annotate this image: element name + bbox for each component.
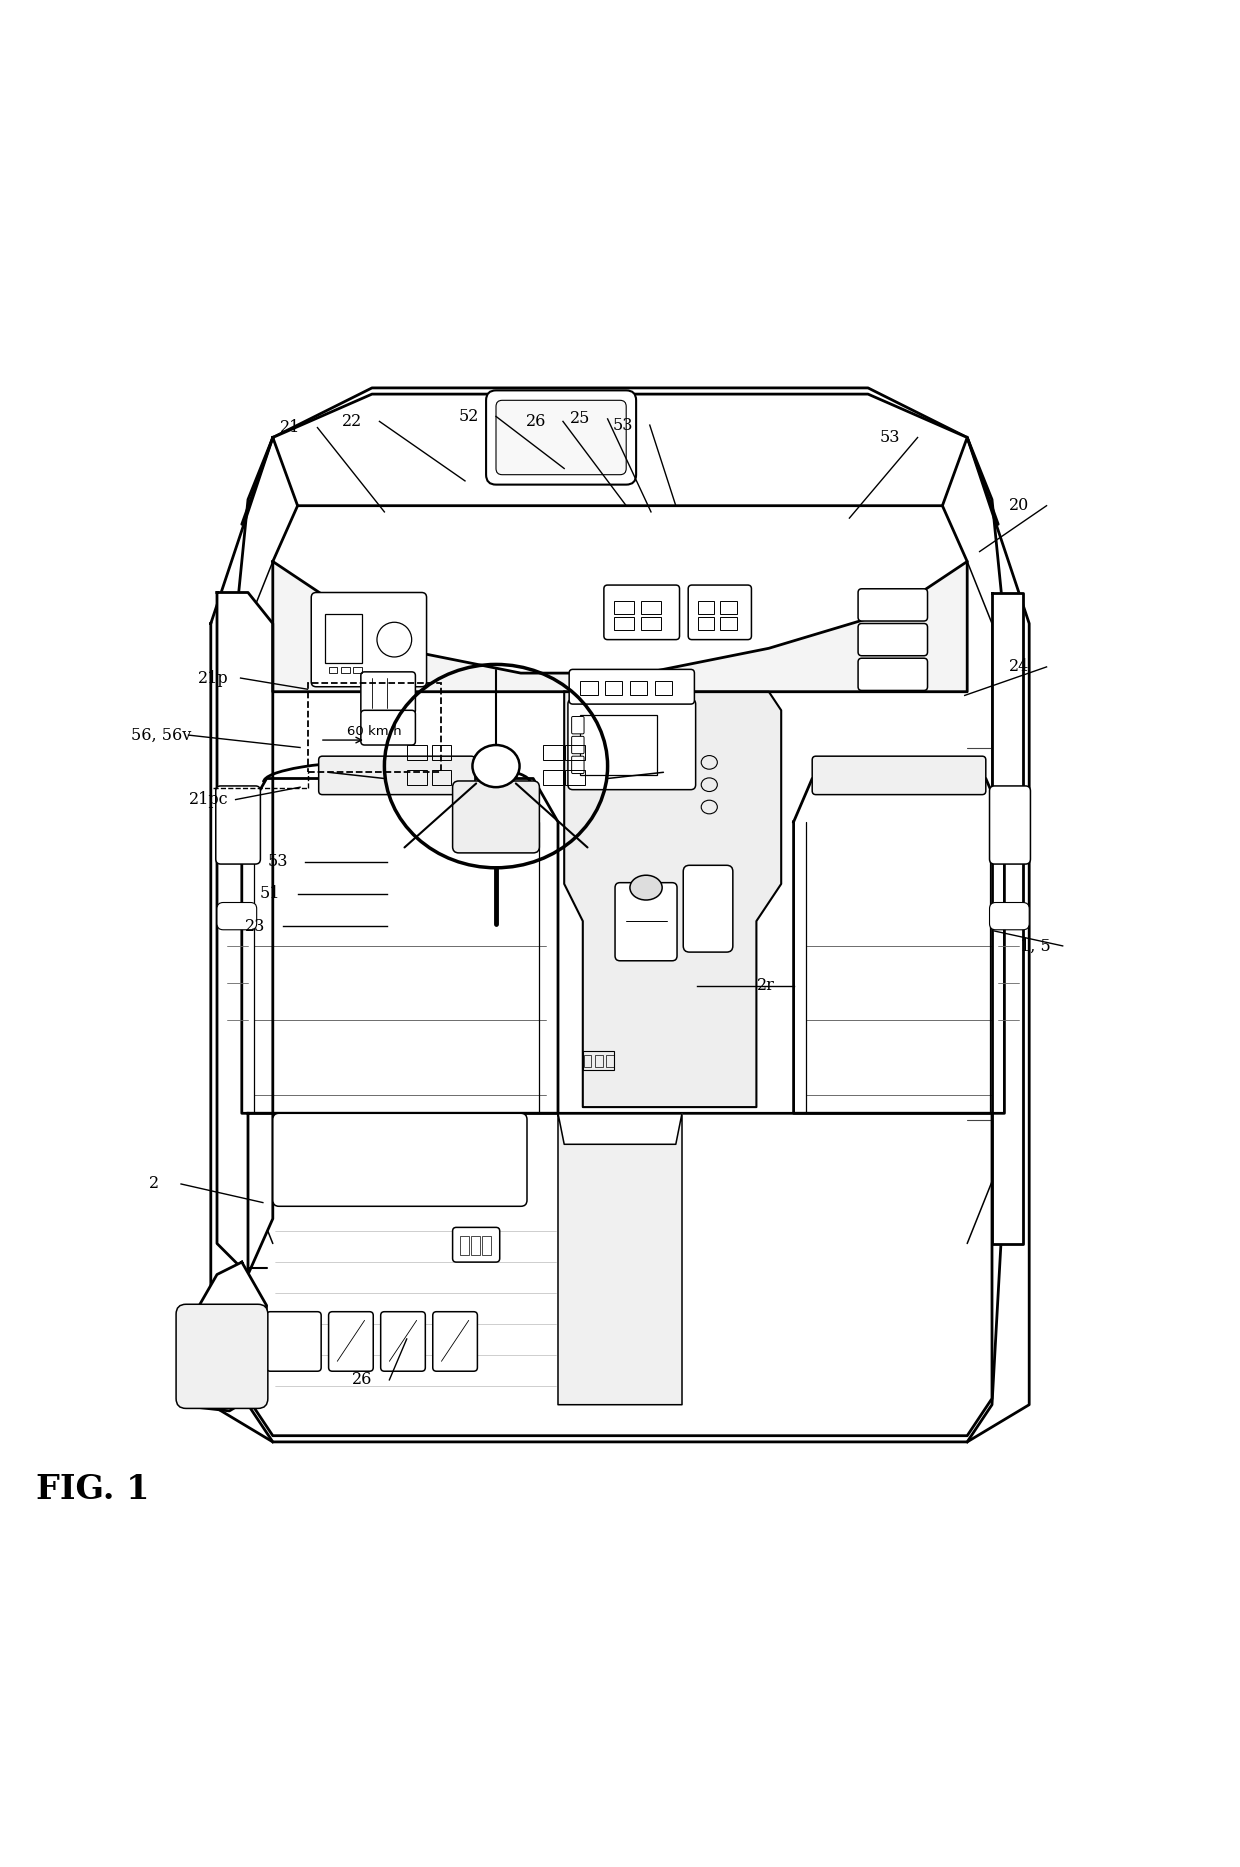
Polygon shape (211, 388, 1029, 1441)
Ellipse shape (630, 876, 662, 900)
Bar (565, 745, 585, 760)
Text: 22: 22 (342, 413, 362, 429)
Polygon shape (558, 1113, 682, 1404)
Bar (583, 1051, 614, 1070)
Text: 25: 25 (570, 411, 590, 428)
Polygon shape (794, 779, 1004, 1113)
Text: 21pc: 21pc (188, 792, 228, 808)
Bar (641, 601, 661, 614)
Bar (471, 1236, 480, 1255)
Bar (630, 681, 647, 695)
Polygon shape (273, 394, 967, 506)
Bar (308, 683, 441, 773)
Text: 1, 5: 1, 5 (1021, 937, 1050, 954)
Text: 53: 53 (880, 429, 900, 446)
Text: 20: 20 (1009, 497, 1029, 513)
Text: 21p: 21p (198, 670, 228, 687)
Text: 53: 53 (613, 416, 632, 433)
Text: 52: 52 (459, 407, 479, 426)
Polygon shape (564, 691, 781, 1107)
FancyBboxPatch shape (858, 588, 928, 622)
Bar (595, 1055, 603, 1068)
Text: 56, 56v: 56, 56v (131, 726, 191, 743)
FancyBboxPatch shape (615, 883, 677, 962)
FancyBboxPatch shape (217, 902, 257, 930)
Bar (565, 769, 585, 784)
Polygon shape (248, 1113, 992, 1436)
Bar (341, 667, 350, 674)
Polygon shape (992, 592, 1023, 1243)
FancyBboxPatch shape (990, 902, 1029, 930)
Text: 2: 2 (149, 1176, 159, 1193)
Bar (606, 1055, 614, 1068)
FancyBboxPatch shape (858, 659, 928, 691)
FancyBboxPatch shape (688, 584, 751, 640)
FancyBboxPatch shape (329, 1313, 373, 1370)
Text: 60 km/h: 60 km/h (347, 724, 402, 737)
Bar (641, 618, 661, 629)
FancyBboxPatch shape (267, 1313, 321, 1370)
FancyBboxPatch shape (858, 624, 928, 655)
Bar (655, 681, 672, 695)
FancyBboxPatch shape (496, 400, 626, 474)
Bar (580, 681, 598, 695)
FancyBboxPatch shape (216, 786, 260, 864)
FancyBboxPatch shape (572, 756, 584, 773)
FancyBboxPatch shape (990, 786, 1030, 864)
Bar (407, 769, 427, 784)
Bar (460, 1236, 469, 1255)
Bar (698, 618, 714, 629)
Polygon shape (217, 592, 273, 1275)
FancyBboxPatch shape (486, 390, 636, 485)
Bar (698, 601, 714, 614)
Text: 2r: 2r (758, 976, 775, 993)
FancyBboxPatch shape (604, 584, 680, 640)
Bar (614, 601, 634, 614)
Bar (432, 769, 451, 784)
Polygon shape (273, 562, 967, 691)
FancyBboxPatch shape (812, 756, 986, 795)
Bar (614, 618, 634, 629)
Text: 23: 23 (246, 917, 265, 935)
Text: 26: 26 (526, 413, 546, 429)
Bar (325, 614, 362, 663)
FancyBboxPatch shape (319, 756, 475, 795)
FancyBboxPatch shape (453, 1227, 500, 1262)
FancyBboxPatch shape (361, 709, 415, 745)
FancyBboxPatch shape (381, 1313, 425, 1370)
Text: 53: 53 (268, 853, 288, 870)
Bar (580, 715, 657, 775)
Polygon shape (242, 779, 558, 1113)
Text: 24: 24 (1009, 659, 1029, 676)
FancyBboxPatch shape (572, 736, 584, 754)
Bar (720, 618, 737, 629)
Text: 26: 26 (352, 1372, 372, 1389)
Text: 21: 21 (280, 418, 300, 437)
Bar (432, 745, 451, 760)
FancyBboxPatch shape (453, 780, 539, 853)
Text: 51: 51 (260, 885, 280, 902)
FancyBboxPatch shape (311, 592, 427, 687)
Polygon shape (180, 1262, 267, 1411)
FancyBboxPatch shape (683, 864, 733, 952)
Ellipse shape (472, 745, 520, 788)
FancyBboxPatch shape (572, 717, 584, 734)
Bar (605, 681, 622, 695)
Bar (482, 1236, 491, 1255)
FancyBboxPatch shape (273, 1113, 527, 1206)
Bar (543, 769, 563, 784)
Bar (329, 667, 337, 674)
FancyBboxPatch shape (361, 672, 415, 713)
Bar (584, 1055, 591, 1068)
Bar (407, 745, 427, 760)
Text: FIG. 1: FIG. 1 (36, 1473, 150, 1505)
Bar (353, 667, 362, 674)
Bar (720, 601, 737, 614)
Bar (543, 745, 563, 760)
FancyBboxPatch shape (176, 1305, 268, 1408)
FancyBboxPatch shape (568, 698, 696, 790)
FancyBboxPatch shape (433, 1313, 477, 1370)
FancyBboxPatch shape (569, 670, 694, 704)
